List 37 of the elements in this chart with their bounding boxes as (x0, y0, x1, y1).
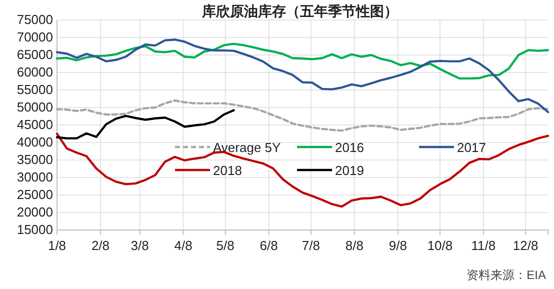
legend-label: 2016 (335, 140, 364, 155)
text: 资料来源：EIA (466, 268, 546, 282)
x-tick-label: 11/8 (471, 238, 496, 254)
y-tick-label: 50000 (16, 100, 53, 115)
y-tick-label: 75000 (16, 12, 53, 28)
legend-label: 2017 (457, 140, 486, 155)
legend-label: 2019 (335, 163, 364, 178)
y-tick-label: 60000 (16, 64, 53, 80)
legend-label: Average 5Y (213, 140, 282, 155)
y-tick-label: 30000 (16, 170, 53, 185)
legend-label: 2018 (213, 163, 242, 178)
x-tick-label: 5/8 (216, 238, 234, 254)
chart-title: 库欣原油库存（五年季节性图） (201, 3, 398, 19)
y-tick-label: 35000 (16, 152, 53, 168)
line-series (56, 109, 235, 140)
x-tick-label: 8/8 (345, 238, 364, 254)
y-tick-label: 55000 (16, 82, 53, 98)
x-tick-label: 1/8 (48, 238, 66, 254)
x-tick-label: 4/8 (174, 238, 192, 254)
y-tick-label: 25000 (16, 187, 53, 202)
y-tick-label: 20000 (16, 204, 53, 220)
x-tick-label: 6/8 (260, 238, 278, 254)
line-series (56, 42, 550, 80)
x-tick-label: 7/8 (302, 238, 320, 254)
x-tick-label: 3/8 (130, 238, 149, 254)
y-tick-label: 45000 (16, 117, 53, 132)
line-series (56, 99, 550, 132)
y-tick-label: 65000 (16, 47, 53, 62)
x-tick-label: 9/8 (388, 238, 407, 254)
x-tick-label: 2/8 (91, 238, 110, 254)
x-tick-label: 12/8 (512, 238, 538, 254)
line-series (56, 38, 550, 114)
x-tick-label: 10/8 (427, 238, 453, 254)
y-tick-label: 70000 (16, 30, 53, 45)
line-series (56, 132, 550, 208)
y-tick-label: 40000 (16, 134, 53, 150)
y-tick-label: 15000 (16, 222, 53, 238)
